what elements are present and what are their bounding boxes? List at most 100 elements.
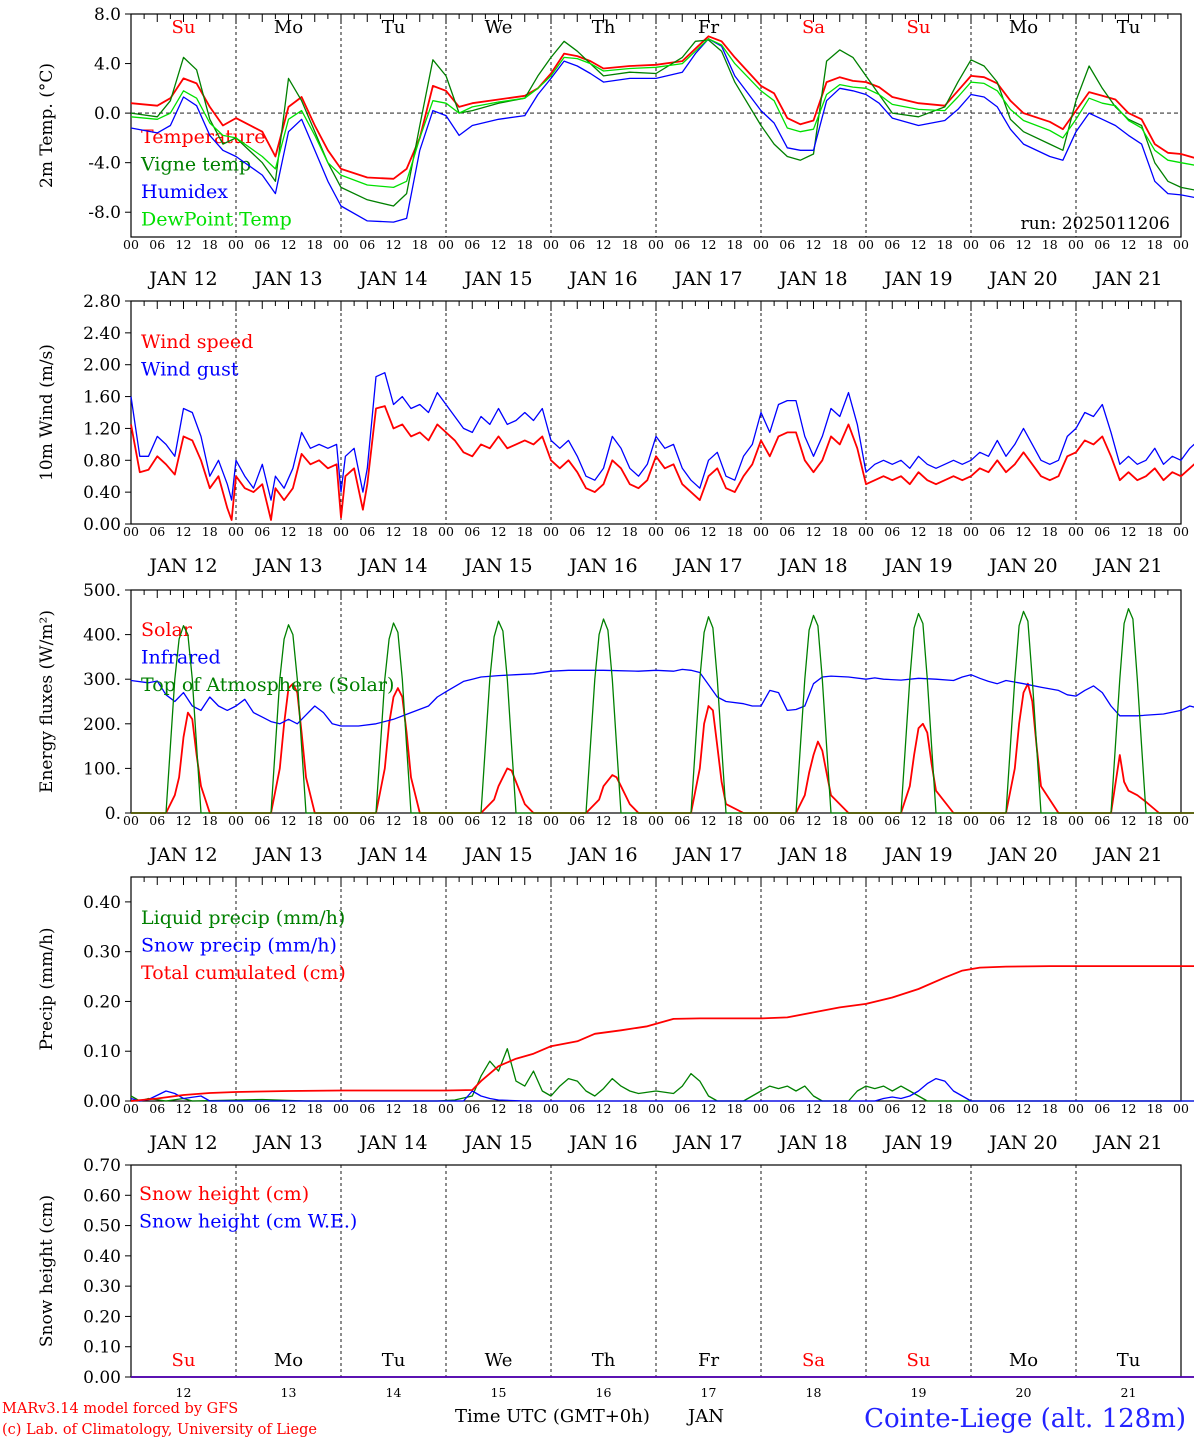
x-hour-label: 12 bbox=[911, 524, 927, 539]
plot-frame bbox=[130, 300, 1182, 525]
legend-snow-height-cm-w-e-: Snow height (cm W.E.) bbox=[139, 1211, 357, 1233]
x-hour-label: 18 bbox=[937, 813, 953, 828]
x-hour-label: 12 bbox=[1016, 1101, 1032, 1116]
x-hour-label: 06 bbox=[569, 524, 585, 539]
x-hour-label: 06 bbox=[569, 237, 585, 252]
weekday-label: Su bbox=[907, 1350, 931, 1371]
x-date-label: JAN 18 bbox=[777, 1132, 847, 1154]
x-date-label: JAN 19 bbox=[882, 268, 952, 290]
x-hour-label: 18 bbox=[202, 237, 218, 252]
x-hour-label: 12 bbox=[701, 237, 717, 252]
x-day-number: 13 bbox=[281, 1385, 297, 1400]
x-hour-label: 06 bbox=[464, 1101, 480, 1116]
weekday-label: Th bbox=[592, 1350, 616, 1371]
x-hour-label: 06 bbox=[779, 524, 795, 539]
y-tick-label: 500. bbox=[83, 581, 121, 601]
x-hour-label: 12 bbox=[386, 1101, 402, 1116]
x-hour-label: 06 bbox=[254, 1101, 270, 1116]
x-hour-label: 00 bbox=[438, 524, 454, 539]
weekday-label: Tu bbox=[1117, 1350, 1141, 1371]
x-date-label: JAN 16 bbox=[567, 844, 637, 866]
x-hour-label: 18 bbox=[832, 1101, 848, 1116]
x-date-label: JAN 13 bbox=[252, 555, 322, 577]
legend-snow-height-cm-: Snow height (cm) bbox=[139, 1183, 309, 1205]
y-tick-label: -8.0 bbox=[88, 203, 121, 223]
series-line-dewpoint-temp bbox=[130, 38, 1194, 189]
x-hour-label: 18 bbox=[1042, 524, 1058, 539]
y-tick-label: 0.10 bbox=[83, 1338, 121, 1358]
weekday-label: Mo bbox=[274, 17, 303, 38]
x-hour-label: 06 bbox=[989, 813, 1005, 828]
x-hour-label: 00 bbox=[333, 1101, 349, 1116]
y-axis-label: Snow height (cm) bbox=[37, 1195, 57, 1347]
x-hour-label: 00 bbox=[543, 237, 559, 252]
y-tick-label: 0.20 bbox=[83, 1307, 121, 1327]
x-date-label: JAN 12 bbox=[147, 844, 217, 866]
x-hour-label: 00 bbox=[123, 813, 139, 828]
y-tick-label: 1.20 bbox=[83, 419, 121, 439]
x-hour-label: 18 bbox=[937, 1101, 953, 1116]
x-hour-label: 06 bbox=[674, 1101, 690, 1116]
x-hour-label: 18 bbox=[832, 524, 848, 539]
x-hour-label: 12 bbox=[491, 813, 507, 828]
x-hour-label: 18 bbox=[517, 813, 533, 828]
y-tick-label: 0.80 bbox=[83, 451, 121, 471]
x-hour-label: 00 bbox=[1068, 237, 1084, 252]
x-day-number: 20 bbox=[1016, 1385, 1032, 1400]
weekday-label: Sa bbox=[802, 1350, 825, 1371]
x-hour-label: 00 bbox=[963, 1101, 979, 1116]
x-hour-label: 06 bbox=[674, 813, 690, 828]
y-tick-label: 0.0 bbox=[94, 104, 121, 124]
x-hour-label: 18 bbox=[202, 813, 218, 828]
weekday-label: Su bbox=[172, 1350, 196, 1371]
x-date-label: JAN 21 bbox=[1092, 844, 1162, 866]
x-hour-label: 00 bbox=[228, 813, 244, 828]
x-hour-label: 00 bbox=[648, 237, 664, 252]
series-line-liquid-precip-mm-h- bbox=[130, 1048, 1194, 1102]
x-hour-label: 12 bbox=[1121, 1101, 1137, 1116]
x-hour-label: 06 bbox=[989, 524, 1005, 539]
y-tick-label: 0.20 bbox=[83, 992, 121, 1012]
x-hour-label: 06 bbox=[1094, 1101, 1110, 1116]
y-tick-label: 0.30 bbox=[83, 943, 121, 963]
x-hour-label: 06 bbox=[779, 237, 795, 252]
x-hour-label: 06 bbox=[359, 1101, 375, 1116]
x-hour-label: 00 bbox=[1173, 813, 1189, 828]
x-date-label: JAN 15 bbox=[462, 268, 532, 290]
panel-3: 0. 100. 200. 300. 400. 500. Energy fluxes (W/m… bbox=[37, 581, 1194, 866]
x-axis-label: Time UTC (GMT+0h) bbox=[455, 1406, 650, 1427]
x-hour-label: 12 bbox=[596, 1101, 612, 1116]
x-hour-label: 00 bbox=[858, 1101, 874, 1116]
y-tick-label: 0.70 bbox=[83, 1156, 121, 1176]
x-date-label: JAN 13 bbox=[252, 1132, 322, 1154]
x-hour-label: 12 bbox=[176, 1101, 192, 1116]
x-hour-label: 00 bbox=[963, 237, 979, 252]
x-hour-label: 06 bbox=[779, 1101, 795, 1116]
run-label: run: 2025011206 bbox=[1021, 214, 1170, 234]
x-hour-label: 18 bbox=[517, 1101, 533, 1116]
x-hour-label: 18 bbox=[202, 1101, 218, 1116]
x-hour-label: 06 bbox=[254, 524, 270, 539]
x-date-label: JAN 20 bbox=[987, 268, 1057, 290]
x-date-label: JAN 15 bbox=[462, 1132, 532, 1154]
x-hour-label: 18 bbox=[832, 813, 848, 828]
x-date-label: JAN 18 bbox=[777, 268, 847, 290]
legend-infrared: Infrared bbox=[141, 647, 221, 669]
station-label: Cointe-Liege (alt. 128m) bbox=[864, 1404, 1186, 1434]
x-hour-label: 06 bbox=[359, 237, 375, 252]
x-day-number: 15 bbox=[491, 1385, 507, 1400]
x-hour-label: 18 bbox=[937, 237, 953, 252]
x-hour-label: 00 bbox=[543, 524, 559, 539]
x-hour-label: 18 bbox=[727, 813, 743, 828]
x-hour-label: 00 bbox=[963, 524, 979, 539]
x-date-label: JAN 20 bbox=[987, 555, 1057, 577]
x-hour-label: 06 bbox=[884, 524, 900, 539]
x-hour-label: 00 bbox=[858, 813, 874, 828]
x-hour-label: 12 bbox=[806, 524, 822, 539]
y-tick-label: 4.0 bbox=[94, 55, 121, 75]
x-hour-label: 06 bbox=[149, 237, 165, 252]
x-hour-label: 00 bbox=[333, 524, 349, 539]
x-hour-label: 06 bbox=[359, 524, 375, 539]
x-date-label: JAN 21 bbox=[1092, 1132, 1162, 1154]
